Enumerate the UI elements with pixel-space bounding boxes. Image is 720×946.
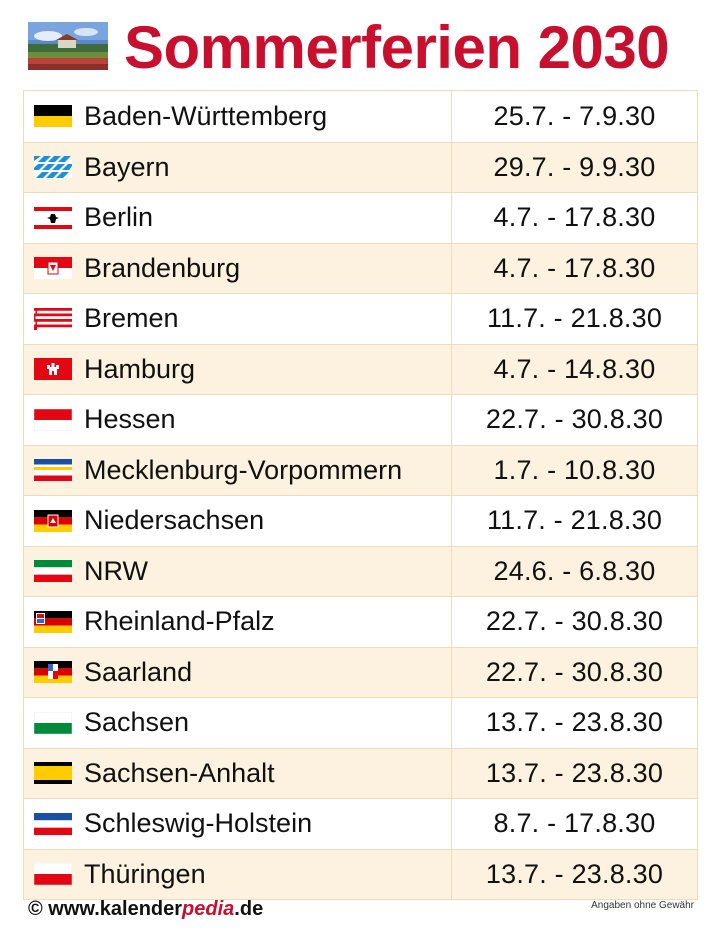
state-cell: Sachsen-Anhalt xyxy=(24,748,452,798)
state-cell: Bayern xyxy=(24,142,452,192)
flag-mv-icon xyxy=(34,459,72,482)
flag-hh-icon xyxy=(34,358,72,381)
state-name: Bayern xyxy=(84,151,170,182)
state-cell: Rheinland-Pfalz xyxy=(24,597,452,647)
holiday-table: Baden-Württemberg 25.7. - 7.9.30 xyxy=(23,90,698,900)
date-range: 22.7. - 30.8.30 xyxy=(452,395,697,445)
date-range: 4.7. - 17.8.30 xyxy=(452,243,697,293)
flag-sl-icon xyxy=(34,661,72,684)
date-range: 22.7. - 30.8.30 xyxy=(452,647,697,697)
date-range: 24.6. - 6.8.30 xyxy=(452,546,697,596)
state-cell: Mecklenburg-Vorpommern xyxy=(24,445,452,495)
state-name: Berlin xyxy=(84,202,154,233)
state-cell: Niedersachsen xyxy=(24,496,452,546)
date-range: 13.7. - 23.8.30 xyxy=(452,698,697,748)
flag-he-icon xyxy=(34,408,72,431)
table-row: Niedersachsen 11.7. - 21.8.30 xyxy=(24,495,697,546)
copyright-text: © www.kalender xyxy=(28,898,183,920)
state-name: Brandenburg xyxy=(84,252,241,283)
state-cell: Saarland xyxy=(24,647,452,697)
date-range: 8.7. - 17.8.30 xyxy=(452,799,697,849)
state-cell: Sachsen xyxy=(24,698,452,748)
disclaimer: Angaben ohne Gewähr xyxy=(591,900,694,911)
state-name: Mecklenburg-Vorpommern xyxy=(84,454,403,485)
state-cell: Baden-Württemberg xyxy=(24,91,452,142)
date-range: 11.7. - 21.8.30 xyxy=(452,294,697,344)
flag-bb-icon xyxy=(34,257,72,280)
flag-by-icon xyxy=(34,156,72,179)
date-range: 13.7. - 23.8.30 xyxy=(452,849,697,899)
date-range: 22.7. - 30.8.30 xyxy=(452,597,697,647)
date-range: 25.7. - 7.9.30 xyxy=(452,91,697,142)
brand-highlight: pedia xyxy=(182,898,235,920)
state-name: Hessen xyxy=(84,404,176,435)
table-row: Berlin 4.7. - 17.8.30 xyxy=(24,192,697,243)
flag-rp-icon xyxy=(34,610,72,633)
state-cell: NRW xyxy=(24,546,452,596)
state-name: Bremen xyxy=(84,303,179,334)
date-range: 11.7. - 21.8.30 xyxy=(452,496,697,546)
flag-th-icon xyxy=(34,863,72,886)
copyright-link[interactable]: © www.kalenderpedia.de xyxy=(28,898,263,921)
state-name: NRW xyxy=(84,555,148,586)
table-row: Hessen 22.7. - 30.8.30 xyxy=(24,394,697,445)
landscape-photo-icon xyxy=(28,22,108,70)
table-row: Sachsen 13.7. - 23.8.30 xyxy=(24,697,697,748)
state-cell: Thüringen xyxy=(24,849,452,899)
flag-bw-icon xyxy=(34,105,72,128)
state-name: Thüringen xyxy=(84,858,206,889)
flag-be-icon xyxy=(34,206,72,229)
table-row: Brandenburg 4.7. - 17.8.30 xyxy=(24,242,697,293)
state-name: Rheinland-Pfalz xyxy=(84,606,275,637)
table-row: Saarland 22.7. - 30.8.30 xyxy=(24,646,697,697)
table-row: Mecklenburg-Vorpommern 1.7. - 10.8.30 xyxy=(24,444,697,495)
table-row: Rheinland-Pfalz 22.7. - 30.8.30 xyxy=(24,596,697,647)
state-name: Sachsen xyxy=(84,707,190,738)
state-cell: Schleswig-Holstein xyxy=(24,799,452,849)
state-cell: Berlin xyxy=(24,193,452,243)
state-cell: Hamburg xyxy=(24,344,452,394)
state-cell: Brandenburg xyxy=(24,243,452,293)
flag-sh-icon xyxy=(34,812,72,835)
header: Sommerferien 2030 xyxy=(28,14,698,81)
flag-nw-icon xyxy=(34,560,72,583)
state-name: Sachsen-Anhalt xyxy=(84,757,275,788)
domain-suffix: .de xyxy=(234,898,264,920)
table-row: NRW 24.6. - 6.8.30 xyxy=(24,545,697,596)
state-cell: Bremen xyxy=(24,294,452,344)
table-row: Schleswig-Holstein 8.7. - 17.8.30 xyxy=(24,798,697,849)
table-row: Hamburg 4.7. - 14.8.30 xyxy=(24,343,697,394)
state-cell: Hessen xyxy=(24,395,452,445)
date-range: 4.7. - 17.8.30 xyxy=(452,193,697,243)
flag-st-icon xyxy=(34,762,72,785)
table-row: Sachsen-Anhalt 13.7. - 23.8.30 xyxy=(24,747,697,798)
date-range: 4.7. - 14.8.30 xyxy=(452,344,697,394)
state-name: Hamburg xyxy=(84,353,196,384)
date-range: 1.7. - 10.8.30 xyxy=(452,445,697,495)
date-range: 13.7. - 23.8.30 xyxy=(452,748,697,798)
state-name: Niedersachsen xyxy=(84,505,265,536)
flag-hb-icon xyxy=(34,307,72,330)
date-range: 29.7. - 9.9.30 xyxy=(452,142,697,192)
flag-sn-icon xyxy=(34,711,72,734)
table-row: Baden-Württemberg 25.7. - 7.9.30 xyxy=(24,91,697,142)
state-name: Saarland xyxy=(84,656,193,687)
table-row: Thüringen 13.7. - 23.8.30 xyxy=(24,848,697,899)
state-name: Schleswig-Holstein xyxy=(84,808,313,839)
state-name: Baden-Württemberg xyxy=(84,100,328,131)
table-row: Bremen 11.7. - 21.8.30 xyxy=(24,293,697,344)
table-row: Bayern 29.7. - 9.9.30 xyxy=(24,141,697,192)
page-title: Sommerferien 2030 xyxy=(124,14,670,81)
flag-ni-icon xyxy=(34,509,72,532)
